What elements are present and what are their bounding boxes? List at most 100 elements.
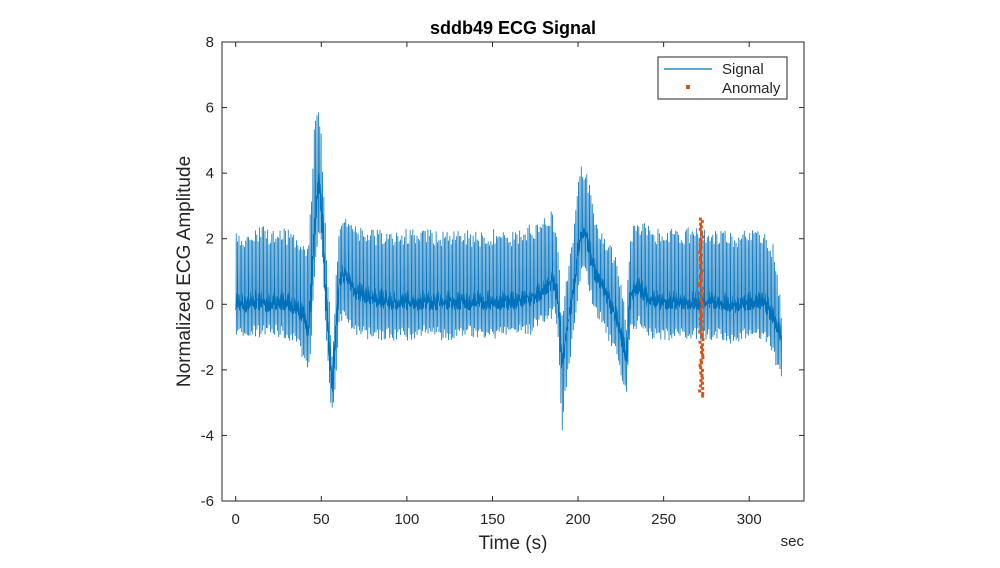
anomaly-point (698, 309, 702, 313)
anomaly-point (699, 291, 703, 295)
anomaly-point (698, 217, 702, 221)
anomaly-point (700, 381, 704, 385)
anomaly-point (700, 335, 704, 339)
anomaly-point (701, 386, 705, 390)
anomaly-point (698, 281, 702, 285)
anomaly-point (700, 220, 704, 224)
anomaly-point (701, 394, 705, 398)
anomaly-point (698, 258, 702, 262)
anomaly-point (699, 307, 703, 311)
legend-anomaly-label: Anomaly (722, 80, 781, 97)
ticks-layer: 0 50 100 150 200 250 300 -6 -4 -2 0 2 4 6 8 (201, 34, 804, 528)
anomaly-point (700, 299, 704, 303)
anomaly-point (698, 389, 702, 393)
anomaly-point (699, 225, 703, 229)
x-tick-label: 250 (651, 511, 676, 528)
anomaly-point (698, 250, 702, 254)
y-axis-label: Normalized ECG Amplitude (174, 156, 195, 387)
anomaly-point (700, 320, 704, 324)
anomaly-point (698, 330, 702, 334)
x-axis-units-label: sec (781, 533, 805, 550)
y-tick-label: 6 (206, 100, 214, 117)
anomaly-point (698, 243, 702, 247)
anomaly-point (701, 286, 705, 290)
anomaly-point (698, 256, 702, 260)
anomaly-point (700, 376, 704, 380)
x-tick-label: 100 (394, 511, 419, 528)
anomaly-point (698, 363, 702, 367)
anomaly-point (701, 294, 705, 298)
x-tick-label: 0 (232, 511, 240, 528)
anomaly-point (701, 392, 705, 396)
anomaly-point (701, 327, 705, 331)
anomaly-point (699, 240, 703, 244)
anomaly-point (698, 227, 702, 231)
anomaly-point (698, 284, 702, 288)
anomaly-point (699, 345, 703, 349)
legend-box (657, 56, 788, 100)
anomaly-point (700, 279, 704, 283)
anomaly-point (700, 325, 704, 329)
anomaly-point (699, 232, 703, 236)
anomaly-point (698, 297, 702, 301)
y-tick-label: -4 (201, 427, 214, 444)
signal-series-line (235, 112, 782, 431)
anomaly-point (700, 312, 704, 316)
anomaly-point (700, 253, 704, 257)
anomaly-point (700, 261, 704, 265)
legend-signal-label: Signal (722, 61, 764, 78)
anomaly-point (701, 368, 705, 372)
anomaly-point (701, 235, 705, 239)
anomaly-point (699, 248, 703, 252)
anomaly-series (698, 217, 705, 398)
anomaly-point (699, 245, 703, 249)
y-tick-label: 2 (206, 231, 214, 248)
anomaly-point (700, 333, 704, 337)
x-tick-label: 50 (313, 511, 330, 528)
anomaly-point (699, 263, 703, 267)
legend: Signal Anomaly (657, 56, 788, 100)
y-tick-label: -6 (201, 493, 214, 510)
anomaly-point (698, 340, 702, 344)
anomaly-point (700, 374, 704, 378)
anomaly-point (698, 222, 702, 226)
x-axis-label: Time (s) (479, 533, 548, 554)
anomaly-point (699, 358, 703, 362)
y-tick-label: 0 (206, 296, 214, 313)
x-tick-label: 150 (480, 511, 505, 528)
anomaly-point (700, 271, 704, 275)
anomaly-point (699, 371, 703, 375)
anomaly-point (699, 361, 703, 365)
anomaly-point (699, 230, 703, 234)
anomaly-point (701, 348, 705, 352)
axes-box (221, 41, 805, 502)
anomaly-point (701, 353, 705, 357)
x-tick-label: 200 (566, 511, 591, 528)
anomaly-point (701, 356, 705, 360)
y-tick-label: 4 (206, 165, 214, 182)
legend-anomaly-swatch (686, 85, 690, 89)
chart-title: sddb49 ECG Signal (430, 18, 596, 38)
x-tick-label: 300 (737, 511, 762, 528)
anomaly-point (698, 317, 702, 321)
anomaly-point (701, 338, 705, 342)
anomaly-point (698, 384, 702, 388)
y-tick-label: -2 (201, 362, 214, 379)
anomaly-point (699, 366, 703, 370)
anomaly-point (700, 343, 704, 347)
anomaly-point (699, 266, 703, 270)
anomaly-point (700, 350, 704, 354)
anomaly-point (700, 315, 704, 319)
anomaly-point (699, 273, 703, 277)
anomaly-point (699, 322, 703, 326)
anomaly-point (700, 302, 704, 306)
y-tick-label: 8 (206, 34, 214, 51)
anomaly-point (700, 289, 704, 293)
anomaly-point (699, 379, 703, 383)
plot-layer (235, 112, 782, 431)
anomaly-point (701, 304, 705, 308)
anomaly-point (700, 268, 704, 272)
anomaly-point (699, 276, 703, 280)
